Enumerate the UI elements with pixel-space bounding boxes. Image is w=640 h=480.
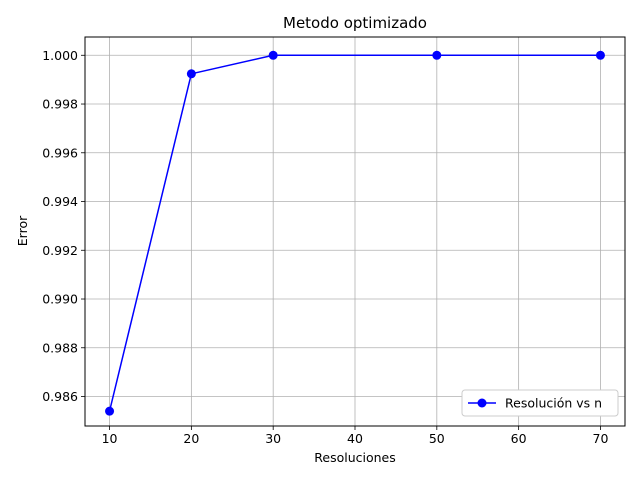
y-tick-label: 0.994 (42, 194, 78, 209)
y-tick-label: 0.988 (42, 340, 78, 355)
y-tick-label: 0.992 (42, 243, 78, 258)
data-point (595, 50, 605, 60)
legend: Resolución vs n (461, 389, 619, 417)
x-tick-label: 70 (593, 431, 609, 446)
x-tick-label: 10 (102, 431, 118, 446)
data-point (268, 50, 278, 60)
x-axis-title: Resoluciones (314, 450, 396, 465)
y-tick-label: 0.998 (42, 97, 78, 112)
data-point (432, 50, 442, 60)
y-axis: 0.986 0.988 0.990 0.992 0.994 0.996 0.998 1.000 (42, 48, 85, 404)
y-tick-label: 0.996 (42, 145, 78, 160)
x-tick-label: 60 (511, 431, 527, 446)
x-tick-label: 40 (347, 431, 363, 446)
legend-marker (477, 398, 487, 408)
y-axis-title: Error (15, 215, 30, 246)
chart-title: Metodo optimizado (283, 14, 427, 32)
data-point (105, 406, 115, 416)
y-tick-label: 0.986 (42, 389, 78, 404)
x-tick-label: 50 (429, 431, 445, 446)
y-tick-label: 0.990 (42, 292, 78, 307)
x-tick-label: 30 (265, 431, 281, 446)
legend-label: Resolución vs n (505, 396, 602, 411)
series-layer (105, 50, 605, 416)
data-point (186, 69, 196, 79)
x-axis: 10 20 30 40 50 60 70 (102, 426, 609, 446)
y-tick-label: 1.000 (42, 48, 78, 63)
x-tick-label: 20 (183, 431, 199, 446)
legend-box (461, 389, 619, 417)
